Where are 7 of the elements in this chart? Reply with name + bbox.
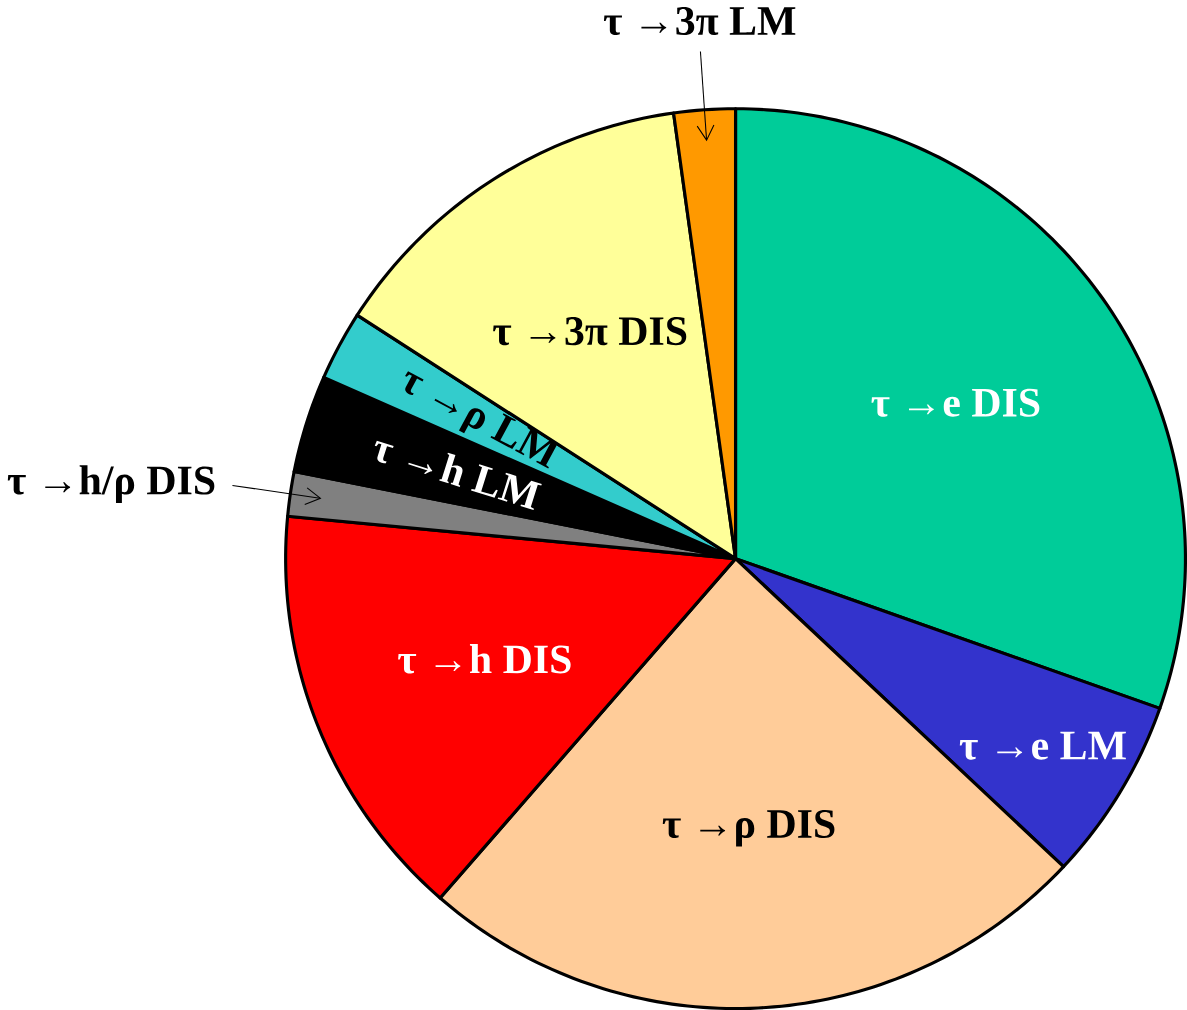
slice-label: τ →3π DIS	[493, 317, 687, 346]
slice-label: τ →e DIS	[871, 388, 1040, 417]
slice-label: τ →ρ DIS	[662, 809, 835, 847]
slice-label: τ →h/ρ DIS	[7, 465, 215, 504]
slice-label: τ →e LM	[959, 731, 1126, 760]
slice-label: τ →h DIS	[398, 644, 571, 674]
slice-label: τ →3π LM	[603, 6, 796, 35]
